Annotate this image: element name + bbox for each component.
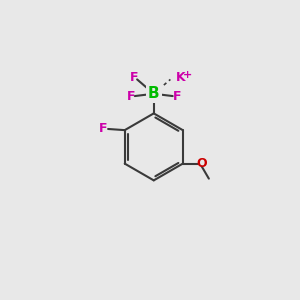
Text: O: O — [196, 157, 207, 170]
Text: K: K — [176, 70, 185, 84]
Text: F: F — [130, 71, 139, 84]
Text: F: F — [126, 90, 135, 103]
Text: F: F — [172, 90, 181, 103]
Text: +: + — [183, 70, 192, 80]
Text: B: B — [148, 86, 160, 101]
Text: F: F — [99, 122, 108, 136]
